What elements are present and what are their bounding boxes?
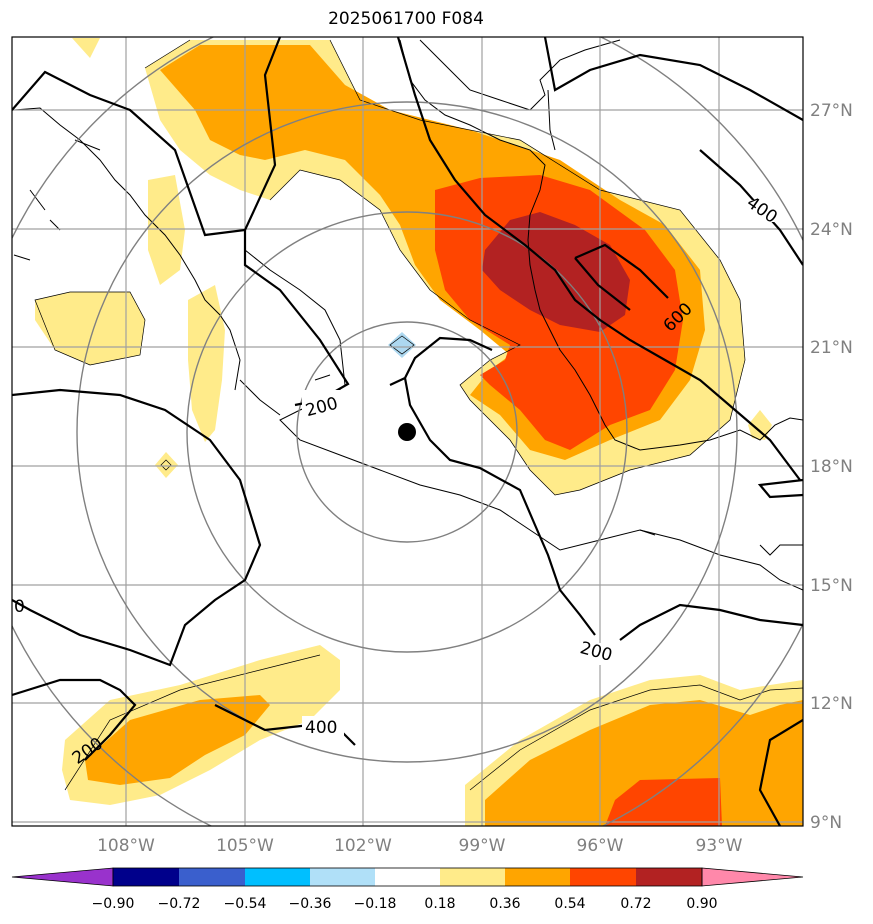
colorbar-bin-1 xyxy=(113,868,179,886)
colorbar-bin-7 xyxy=(505,868,570,886)
lat-label-24: 24°N xyxy=(810,220,853,240)
colorbar: −0.90 −0.72 −0.54 −0.36 −0.18 0.18 0.36 … xyxy=(11,867,804,912)
colorbar-bin-6 xyxy=(440,868,505,886)
map-area: 400 600 200 200 200 400 0 xyxy=(12,37,803,826)
field-outlines xyxy=(34,39,803,791)
storm-center-marker xyxy=(398,423,416,441)
lon-label-108: 108°W xyxy=(97,836,155,856)
colorbar-bin-3 xyxy=(245,868,310,886)
cb-tick-4: −0.18 xyxy=(354,896,397,912)
field-neg-0.18 xyxy=(388,332,416,358)
cb-tick-1: −0.72 xyxy=(158,896,201,912)
cb-tick-7: 0.54 xyxy=(554,896,585,912)
colorbar-bin-9 xyxy=(636,868,702,886)
lat-label-18: 18°N xyxy=(810,457,853,477)
colorbar-bin-8 xyxy=(570,868,636,886)
range-rings xyxy=(12,37,803,826)
lon-label-105: 105°W xyxy=(216,836,274,856)
colorbar-bin-4 xyxy=(310,868,375,886)
colorbar-bin-2 xyxy=(179,868,245,886)
lat-label-27: 27°N xyxy=(810,101,853,121)
longitude-labels: 108°W 105°W 102°W 99°W 96°W 93°W xyxy=(97,836,743,856)
contour-label-400-south: 400 xyxy=(305,718,337,738)
lat-label-15: 15°N xyxy=(810,576,853,596)
colorbar-bin-5 xyxy=(375,868,440,886)
lon-label-93: 93°W xyxy=(696,836,743,856)
lat-label-9: 9°N xyxy=(810,813,842,833)
cb-tick-8: 0.72 xyxy=(620,896,651,912)
coastlines xyxy=(13,39,803,591)
graticule xyxy=(12,37,803,826)
cb-tick-3: −0.36 xyxy=(289,896,332,912)
lon-label-102: 102°W xyxy=(334,836,392,856)
latitude-labels: 27°N 24°N 21°N 18°N 15°N 12°N 9°N xyxy=(810,101,853,833)
map-title: 2025061700 F084 xyxy=(328,9,484,29)
contour-label-edge: 0 xyxy=(14,597,25,617)
lon-label-96: 96°W xyxy=(577,836,624,856)
lon-label-99: 99°W xyxy=(459,836,506,856)
cb-tick-9: 0.90 xyxy=(686,896,717,912)
colorbar-extend-max xyxy=(701,867,804,887)
lat-label-21: 21°N xyxy=(810,338,853,358)
lat-label-12: 12°N xyxy=(810,694,853,714)
cb-tick-6: 0.36 xyxy=(489,896,520,912)
cb-tick-0: −0.90 xyxy=(92,896,135,912)
map-frame xyxy=(11,36,804,827)
cb-tick-2: −0.54 xyxy=(224,896,267,912)
cb-tick-5: 0.18 xyxy=(424,896,455,912)
colorbar-extend-min xyxy=(11,867,114,887)
